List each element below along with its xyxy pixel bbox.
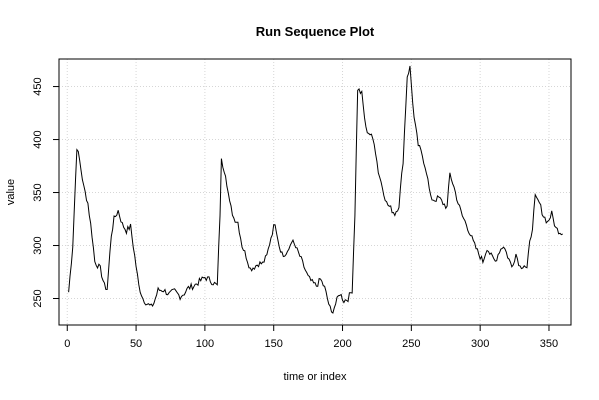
x-tick-label: 350: [540, 338, 558, 350]
grid-lines: [59, 59, 571, 325]
series-group: [68, 65, 563, 314]
y-tick-label: 400: [32, 130, 44, 148]
x-axis: 0 50 100 150 200 250 300 350: [64, 325, 558, 350]
x-tick-label: 300: [471, 338, 489, 350]
series-line: [68, 65, 563, 314]
x-tick-label: 250: [402, 338, 420, 350]
y-axis-label: value: [5, 179, 17, 205]
y-tick-label: 250: [32, 289, 44, 307]
x-tick-label: 0: [64, 338, 70, 350]
x-tick-label: 100: [196, 338, 214, 350]
y-tick-label: 300: [32, 236, 44, 254]
x-tick-label: 150: [265, 338, 283, 350]
x-tick-label: 200: [333, 338, 351, 350]
y-axis: 250 300 350 400 450: [32, 77, 59, 308]
y-tick-label: 450: [32, 77, 44, 95]
plot-frame: [58, 58, 572, 326]
x-tick-label: 50: [130, 338, 142, 350]
y-tick-label: 350: [32, 183, 44, 201]
chart-title: Run Sequence Plot: [256, 24, 375, 39]
x-axis-label: time or index: [284, 371, 347, 383]
